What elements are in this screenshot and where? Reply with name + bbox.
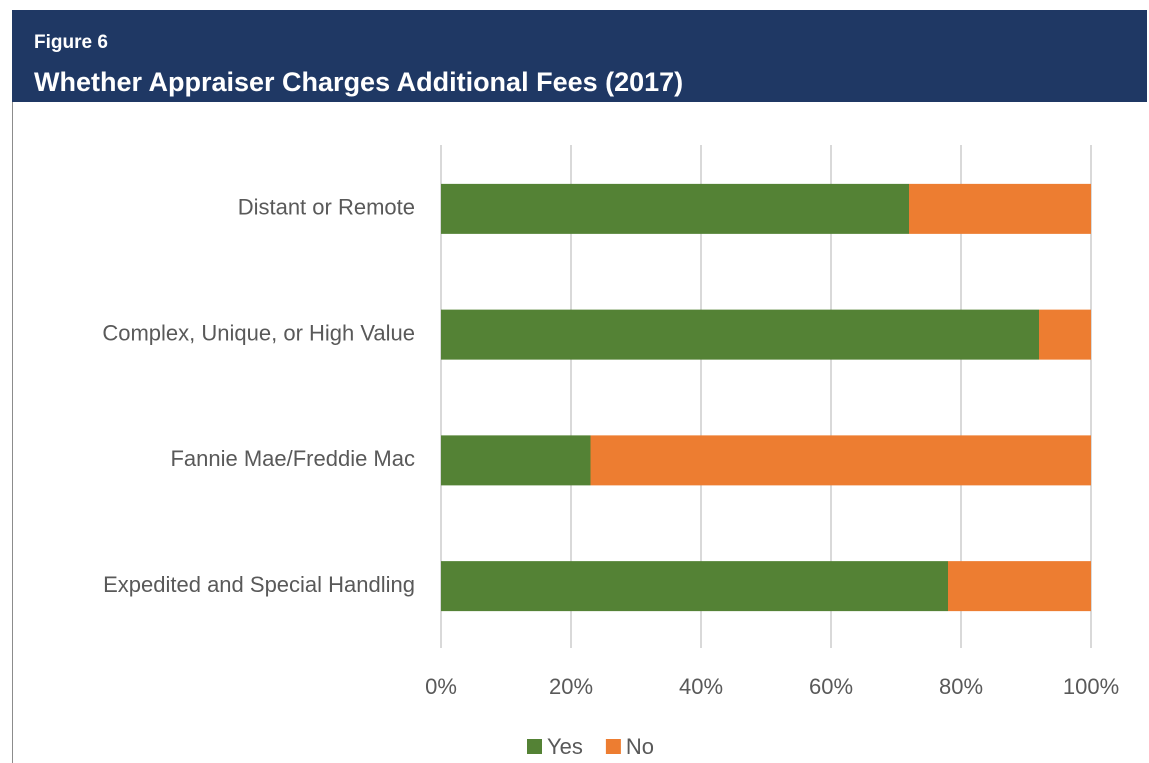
y-tick-label: Expedited and Special Handling — [103, 572, 415, 597]
x-tick-label: 20% — [549, 674, 593, 699]
x-tick-label: 40% — [679, 674, 723, 699]
bar-segment — [590, 435, 1091, 486]
bar-segment — [441, 183, 909, 234]
bar-segment — [1039, 309, 1091, 360]
y-tick-label: Fannie Mae/Freddie Mac — [170, 446, 415, 471]
bar-segment — [909, 183, 1091, 234]
x-tick-label: 60% — [809, 674, 853, 699]
bar-segment — [441, 309, 1039, 360]
legend-label: Yes — [547, 734, 583, 759]
figure-label: Figure 6 — [34, 32, 108, 53]
legend-swatch — [527, 739, 542, 754]
chart-title: Whether Appraiser Charges Additional Fee… — [34, 67, 683, 97]
legend-label: No — [626, 734, 654, 759]
y-tick-label: Distant or Remote — [238, 195, 415, 220]
legend-swatch — [605, 739, 621, 754]
bar-segment — [441, 435, 591, 486]
bar-segment — [441, 561, 948, 612]
y-tick-label: Complex, Unique, or High Value — [102, 320, 415, 345]
x-tick-label: 80% — [939, 674, 983, 699]
x-tick-label: 0% — [425, 674, 457, 699]
x-tick-label: 100% — [1063, 674, 1119, 699]
header-band — [12, 10, 1147, 102]
bar-segment — [948, 561, 1091, 612]
